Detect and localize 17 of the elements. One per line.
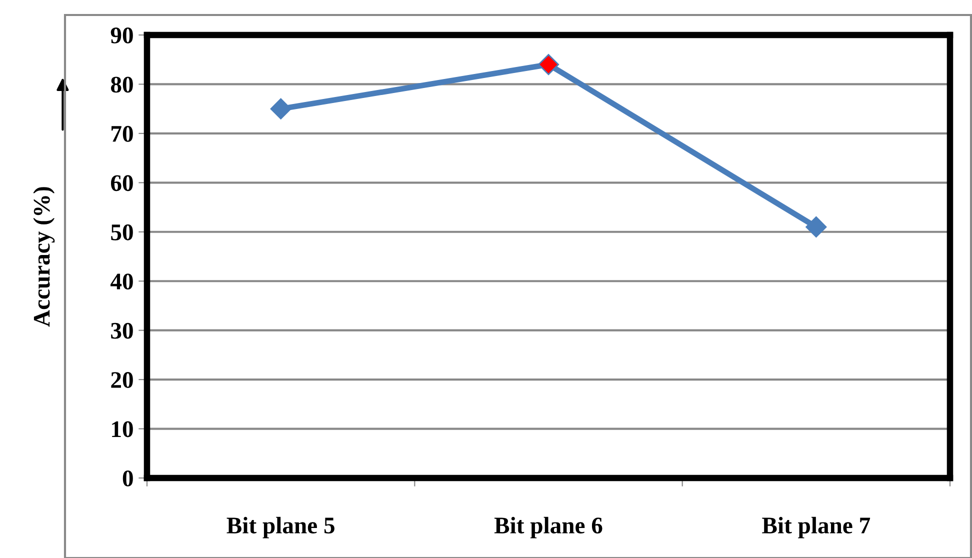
y-axis-title: Accuracy (%) [33,187,55,327]
y-tick-label: 70 [112,126,133,142]
y-tick-label: 10 [112,421,133,438]
y-tick-label: 20 [111,372,133,388]
y-tick-label: 60 [111,175,133,192]
x-tick-label: Bit plane 6 [494,516,602,538]
y-tick-label: 40 [110,274,133,290]
point [538,54,560,76]
y-tick-label: 0 [122,470,133,486]
x-tick-label: Bit plane 7 [762,516,870,538]
y-tick-label: 80 [110,76,133,93]
y-tick-label: 50 [111,224,133,240]
x-tick-label: Bit plane 5 [226,516,334,538]
y-tick-label: 90 [110,27,133,44]
point [806,216,827,238]
y-tick-label: 30 [111,322,133,339]
point [270,98,292,120]
